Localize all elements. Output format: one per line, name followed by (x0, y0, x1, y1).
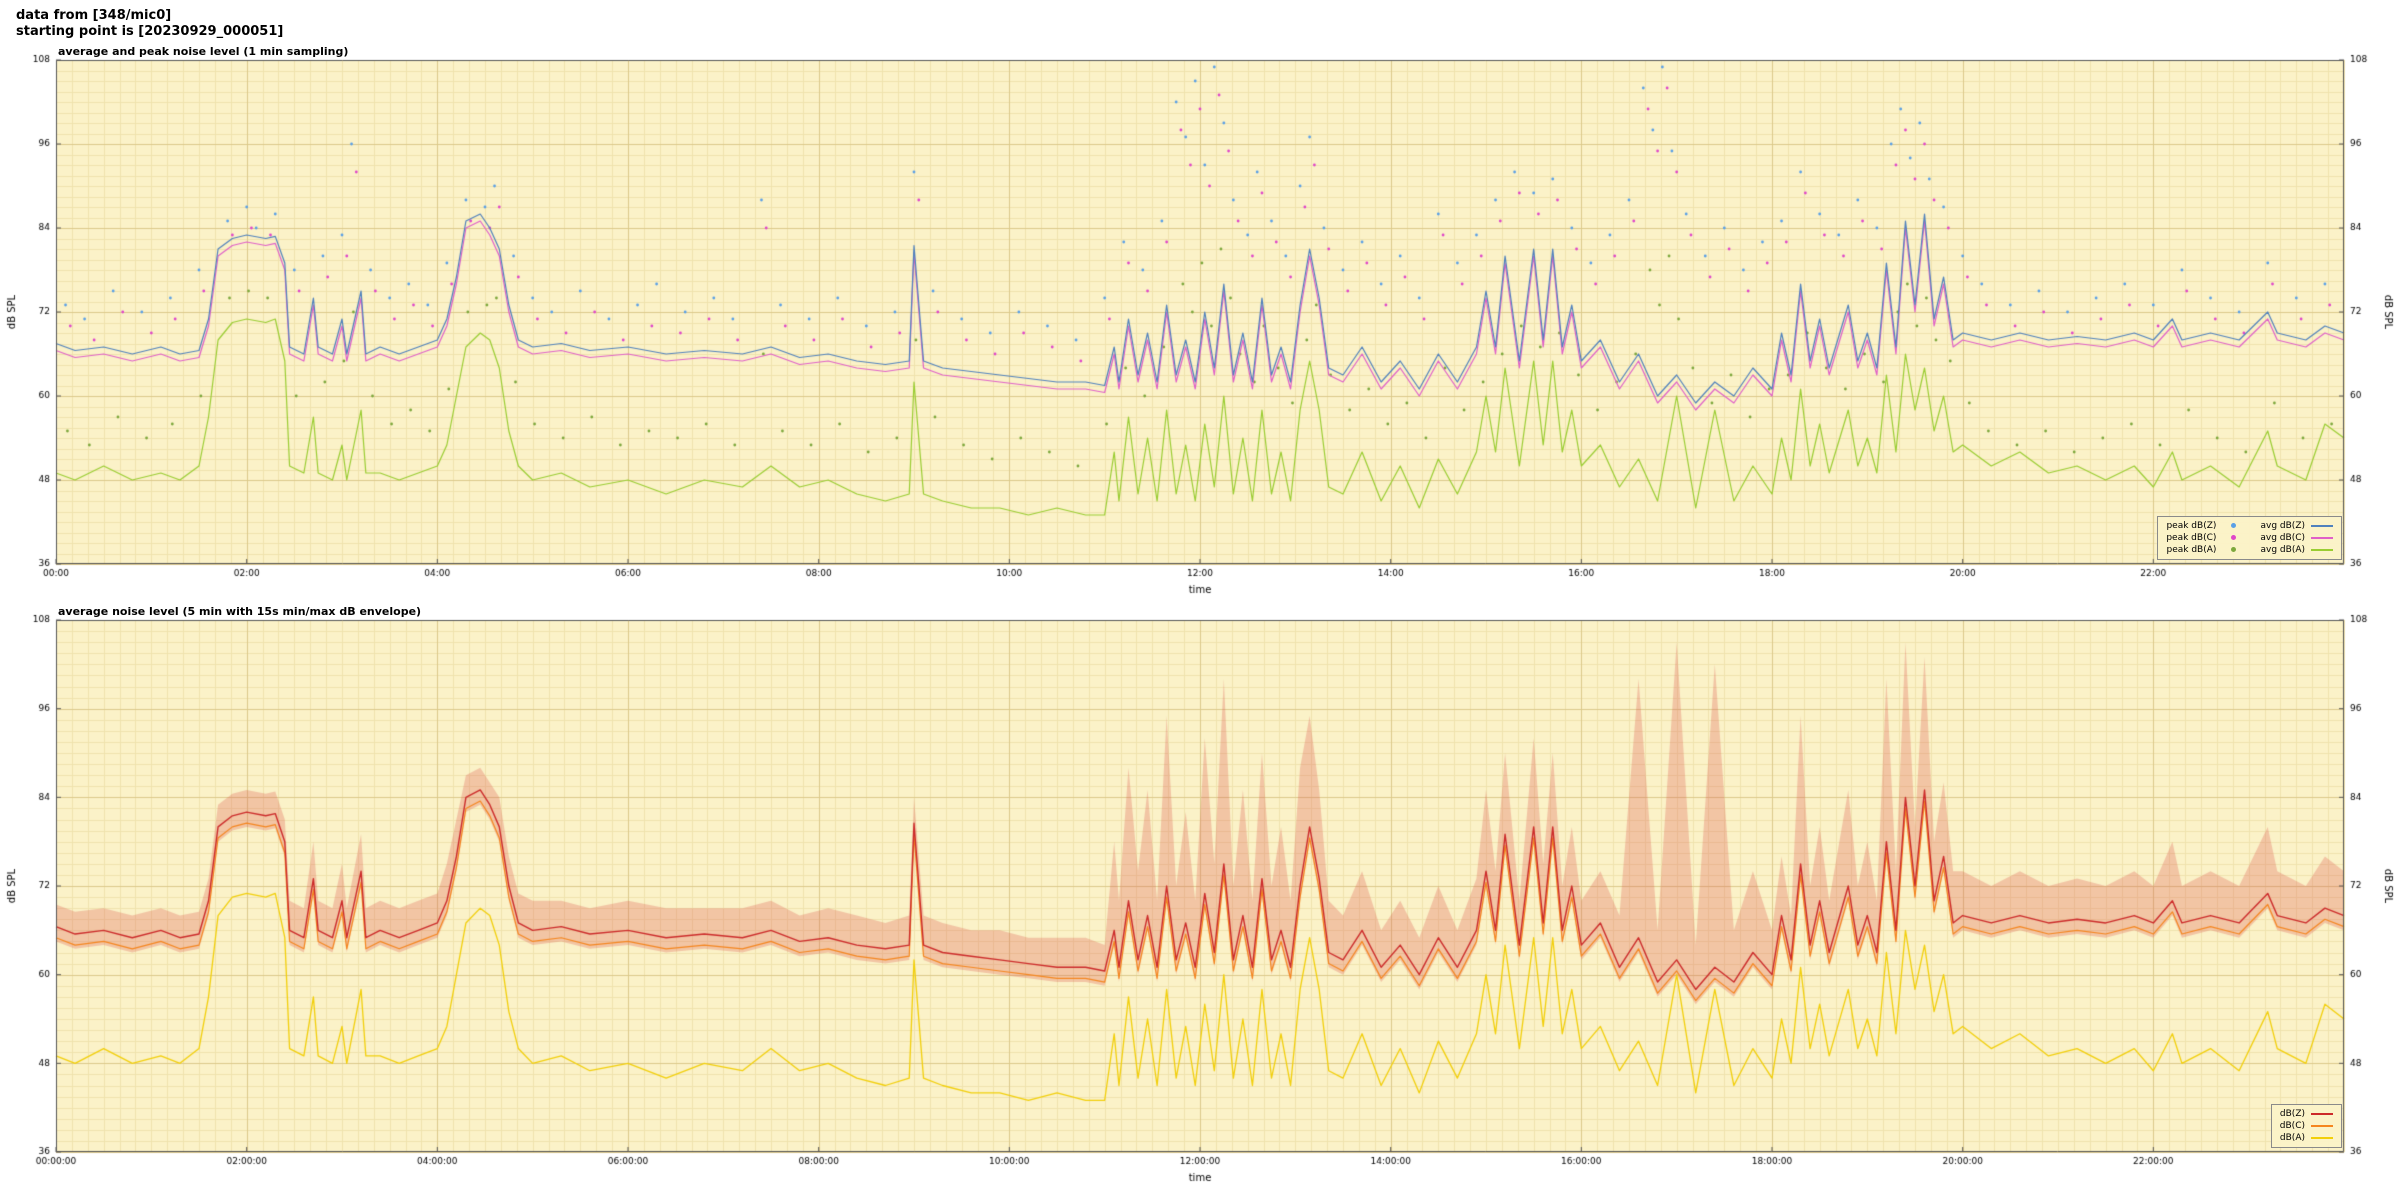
bottom-chart: average noise level (5 min with 15s min/… (0, 602, 2400, 1190)
legend-item: dB(C) (2280, 1121, 2333, 1131)
legend-line-swatch (2311, 1137, 2333, 1139)
legend-label: avg dB(C) (2260, 533, 2305, 543)
report-header: data from [348/mic0] starting point is [… (0, 0, 2400, 42)
legend-line-swatch (2311, 1113, 2333, 1115)
legend-label: dB(C) (2279, 1121, 2305, 1131)
top-chart: average and peak noise level (1 min samp… (0, 42, 2400, 602)
legend-item: peak dB(A) (2166, 545, 2244, 555)
bottom-chart-canvas (0, 602, 2400, 1190)
legend-point-swatch (2222, 522, 2244, 530)
legend-label: peak dB(A) (2166, 545, 2217, 555)
bottom-chart-legend: dB(Z) dB(C) dB(A) (2270, 1104, 2342, 1148)
legend-item: peak dB(Z) (2166, 521, 2244, 531)
legend-label: peak dB(Z) (2166, 521, 2217, 531)
legend-item: avg dB(A) (2260, 545, 2333, 555)
legend-item: avg dB(Z) (2260, 521, 2333, 531)
legend-point-swatch (2222, 534, 2244, 542)
legend-dot-icon (2231, 523, 2237, 528)
legend-label: avg dB(A) (2260, 545, 2305, 555)
bottom-chart-title: average noise level (5 min with 15s min/… (58, 605, 422, 618)
legend-dot-icon (2231, 547, 2237, 552)
legend-label: peak dB(C) (2166, 533, 2217, 543)
header-line2: starting point is [20230929_000051] (16, 24, 284, 39)
header-line1: data from [348/mic0] (16, 8, 172, 23)
legend-label: dB(A) (2279, 1133, 2305, 1143)
legend-label: avg dB(Z) (2260, 521, 2306, 531)
top-chart-canvas (0, 42, 2400, 602)
legend-line-swatch (2311, 537, 2333, 539)
legend-point-swatch (2222, 546, 2244, 554)
legend-item: dB(Z) (2280, 1109, 2333, 1119)
legend-line-swatch (2311, 525, 2333, 527)
legend-line-swatch (2311, 1125, 2333, 1127)
legend-label: dB(Z) (2279, 1109, 2305, 1119)
legend-dot-icon (2231, 535, 2237, 540)
legend-item: avg dB(C) (2260, 533, 2333, 543)
legend-item: peak dB(C) (2166, 533, 2244, 543)
legend-line-swatch (2311, 549, 2333, 551)
legend-item: dB(A) (2280, 1133, 2333, 1143)
top-chart-legend: peak dB(Z) avg dB(Z) peak dB(C) avg dB(C) pe… (2157, 516, 2342, 560)
top-chart-title: average and peak noise level (1 min samp… (58, 45, 349, 58)
